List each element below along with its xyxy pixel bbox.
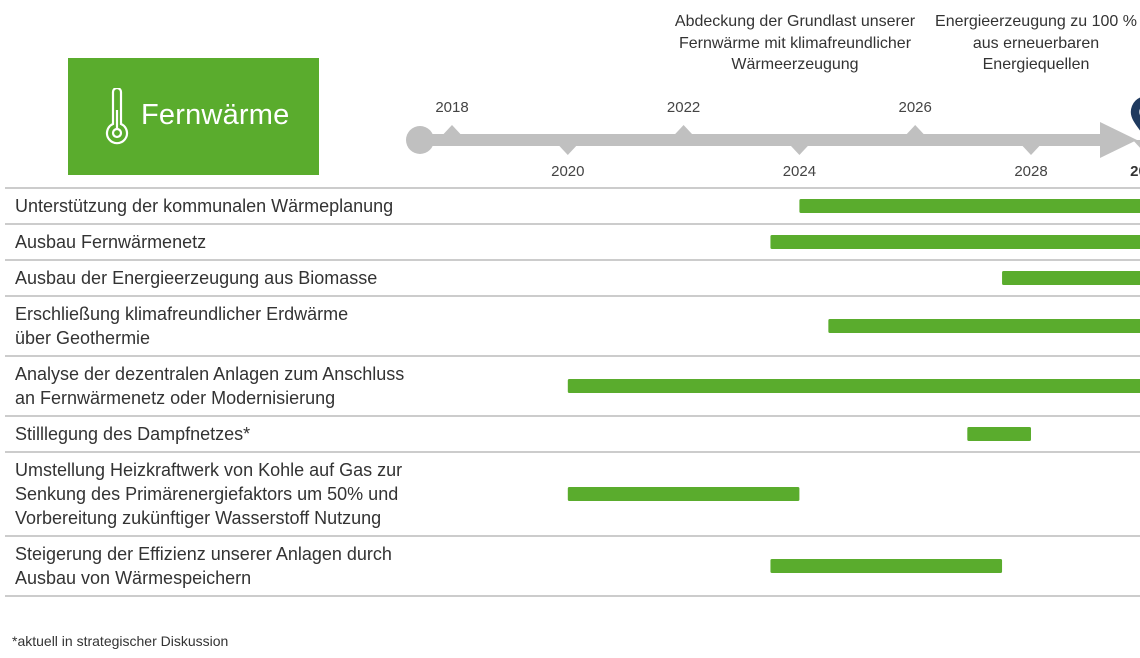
milestone-2030-note: Abdeckung der Grundlast unserer Fernwärm… [665, 11, 925, 76]
milestone-2030-line: Abdeckung der Grundlast unserer [674, 13, 916, 30]
milestone-2040-line: Energieerzeugung zu 100 % [935, 13, 1137, 30]
task-rows [5, 187, 1140, 597]
category-badge: Fernwärme [68, 58, 319, 175]
task-label: Ausbau Fernwärmenetz [15, 230, 206, 254]
tick-marker-2026 [901, 125, 930, 140]
task-label: Unterstützung der kommunalen Wärmeplanun… [15, 194, 393, 218]
tick-label-2024: 2024 [783, 163, 816, 180]
tick-label-2028: 2028 [1014, 163, 1047, 180]
task-bar [567, 379, 1140, 393]
task-label-line: Vorbereitung zukünftiger Wasserstoff Nut… [15, 508, 382, 528]
task-bar [799, 199, 1140, 213]
tick-label-2030: 2030 [1130, 163, 1140, 180]
task-bar [828, 319, 1140, 333]
task-label-line: an Fernwärmenetz oder Modernisierung [15, 388, 336, 408]
axis-start-dot [406, 126, 434, 154]
task-label-line: über Geothermie [15, 328, 151, 348]
footnote: *aktuell in strategischer Diskussion [12, 633, 229, 649]
task-bar [770, 235, 1140, 249]
thermometer-icon [105, 88, 129, 145]
milestone-2040-note: Energieerzeugung zu 100 % aus erneuerbar… [925, 11, 1140, 76]
tick-label-2026: 2026 [899, 99, 932, 116]
tick-label-2022: 2022 [667, 99, 700, 116]
milestone-2040-line: aus erneuerbaren [972, 34, 1100, 52]
task-label: Stilllegung des Dampfnetzes* [15, 422, 250, 446]
task-label-line: Erschließung klimafreundlicher Erdwärme [15, 304, 349, 324]
axis-band [418, 134, 1103, 146]
tick-marker-2028 [1017, 140, 1045, 155]
tick-marker-2024 [785, 140, 814, 155]
milestone-2030-line: Fernwärme mit klimafreundlicher [678, 34, 912, 52]
task-label-line: Unterstützung der kommunalen Wärmeplanun… [15, 196, 394, 216]
task-label-line: Steigerung der Effizienz unserer Anlagen… [15, 544, 392, 564]
task-bar [567, 487, 800, 501]
task-bar [1002, 271, 1140, 285]
task-label-line: Senkung des Primärenergiefaktors um 50% … [15, 484, 399, 504]
task-label: Analyse der dezentralen Anlagen zum Ansc… [15, 362, 404, 410]
task-bar [967, 427, 1031, 441]
task-label: Ausbau der Energieerzeugung aus Biomasse [15, 266, 377, 290]
task-label-line: Ausbau von Wärmespeichern [15, 568, 252, 588]
milestone-2030-line: Wärmeerzeugung [731, 56, 859, 73]
task-label-line: Umstellung Heizkraftwerk von Kohle auf G… [15, 460, 403, 480]
tick-marker-2030 [1132, 140, 1140, 148]
task-bar [770, 559, 1003, 573]
task-label-line: Analyse der dezentralen Anlagen zum Ansc… [15, 364, 405, 384]
timeline-axis: 2018202220262034203820202024202820302032… [406, 97, 1140, 180]
milestone-2030-pin-icon [1130, 97, 1140, 131]
task-label-line: Stilllegung des Dampfnetzes* [15, 424, 251, 444]
task-label-line: Ausbau Fernwärmenetz [15, 232, 207, 252]
task-label: Steigerung der Effizienz unserer Anlagen… [15, 542, 392, 590]
tick-marker-2020 [553, 140, 582, 155]
task-label-line: Ausbau der Energieerzeugung aus Biomasse [15, 268, 378, 288]
tick-marker-2018 [438, 125, 466, 140]
axis-arrow-head [1100, 122, 1137, 158]
milestone-2040-line: Energiequellen [982, 56, 1090, 73]
tick-marker-2022 [669, 125, 698, 140]
category-title: Fernwärme [141, 99, 290, 131]
tick-label-2020: 2020 [551, 163, 584, 180]
task-label: Umstellung Heizkraftwerk von Kohle auf G… [15, 458, 402, 530]
task-label: Erschließung klimafreundlicher Erdwärme ü… [15, 302, 348, 350]
tick-label-2018: 2018 [435, 99, 468, 116]
milestone-2030-pin-icon-shape [1130, 97, 1140, 131]
